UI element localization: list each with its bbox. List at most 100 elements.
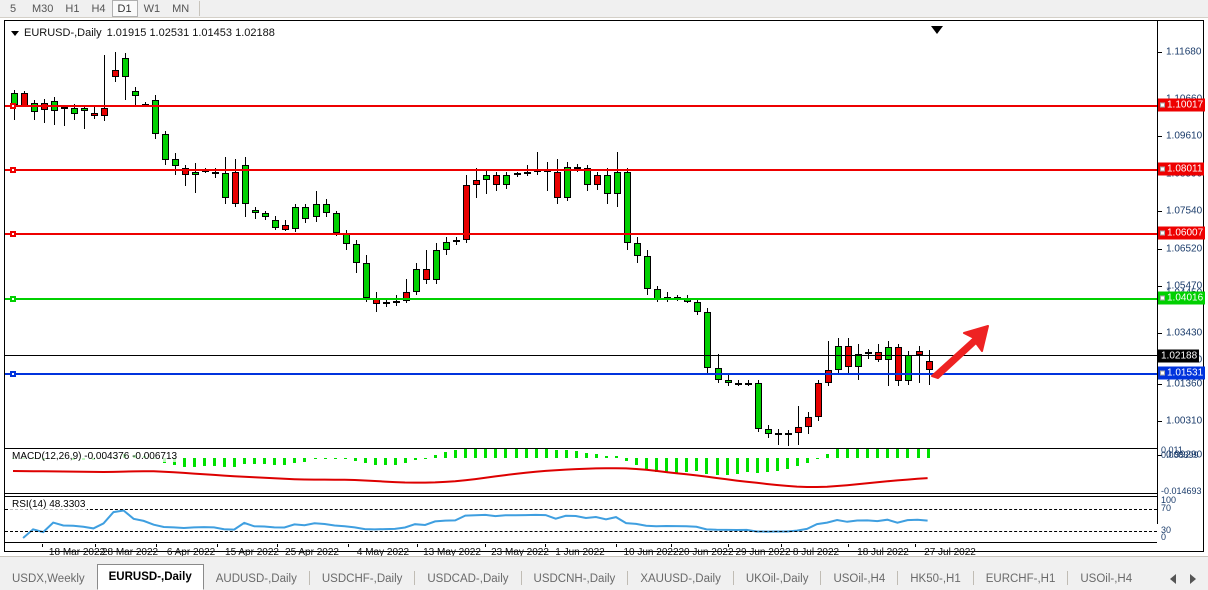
triangle-left-icon[interactable] xyxy=(1170,574,1176,584)
chart-tab-audusd-daily[interactable]: AUDUSD-,Daily xyxy=(215,572,297,585)
level-handle[interactable] xyxy=(10,103,16,109)
price-label-1.08011[interactable]: 1.08011 xyxy=(1158,162,1205,176)
macd-histogram-bar xyxy=(635,458,639,465)
price-pane[interactable] xyxy=(5,21,1157,446)
macd-histogram-bar xyxy=(393,458,397,465)
candle-body xyxy=(593,174,601,185)
candle-body xyxy=(624,171,632,244)
rsi-scale-label: 70 xyxy=(1161,503,1172,513)
price-label-1.02188[interactable]: 1.02188 xyxy=(1158,349,1200,363)
price-label-1.04016[interactable]: 1.04016 xyxy=(1158,291,1206,305)
level-line-support-blue[interactable] xyxy=(5,371,1157,377)
timeframe-button-d1[interactable]: D1 xyxy=(111,0,138,17)
timeframe-button-h4[interactable]: H4 xyxy=(91,2,106,15)
macd-histogram-bar xyxy=(293,458,297,463)
macd-histogram-bar xyxy=(263,458,267,465)
candle xyxy=(312,21,320,446)
candle xyxy=(101,21,109,446)
price-label-1.06007[interactable]: 1.06007 xyxy=(1158,226,1206,240)
time-tick-mark xyxy=(616,544,617,547)
timeframe-button-mn[interactable]: MN xyxy=(172,2,190,15)
price-label-nub xyxy=(1160,295,1165,301)
tab-separator xyxy=(820,571,822,585)
level-handle[interactable] xyxy=(10,231,16,237)
level-line-support-green[interactable] xyxy=(5,296,1157,302)
tabs-scroll-controls[interactable] xyxy=(1160,574,1208,590)
price-label-1.01531[interactable]: 1.01531 xyxy=(1158,366,1206,380)
rsi-label: RSI(14) 48.3303 xyxy=(10,499,88,510)
macd-histogram-bar xyxy=(554,449,558,458)
candle-wick xyxy=(184,165,186,187)
chart-tab-usdchf-daily[interactable]: USDCHF-,Daily xyxy=(321,572,403,585)
up-arrow-annotation-icon[interactable] xyxy=(930,324,990,379)
macd-histogram-bar xyxy=(213,458,216,466)
level-handle[interactable] xyxy=(10,371,16,377)
candle-wick xyxy=(405,279,407,304)
candle xyxy=(925,21,933,446)
macd-histogram-bar xyxy=(333,458,337,459)
chart-tab-hk50-h1[interactable]: HK50-,H1 xyxy=(910,572,961,585)
chart-tab-usdcnh-daily[interactable]: USDCNH-,Daily xyxy=(533,572,616,585)
chart-tab-usdx-weekly[interactable]: USDX,Weekly xyxy=(12,572,85,585)
chart-tab-usdcad-daily[interactable]: USDCAD-,Daily xyxy=(427,572,509,585)
timeframe-button-5[interactable]: 5 xyxy=(9,2,17,15)
level-handle[interactable] xyxy=(10,167,16,173)
macd-histogram-bar xyxy=(233,458,237,467)
candle-body xyxy=(493,174,501,185)
macd-histogram-bar xyxy=(444,451,448,458)
macd-histogram-bar xyxy=(253,458,257,465)
price-label-nub xyxy=(1160,230,1165,236)
chart-tabs-bar[interactable]: USDX,Weekly EURUSD-,Daily AUDUSD-,Daily USD… xyxy=(0,556,1208,590)
time-tick-label: 15 Apr 2022 xyxy=(225,547,279,558)
candle-body xyxy=(804,417,812,428)
chart-tab-eurusd-daily[interactable]: EURUSD-,Daily xyxy=(96,564,204,590)
price-scale[interactable]: 1.116801.106601.096101.085901.075401.065… xyxy=(1158,21,1206,524)
macd-histogram-bar xyxy=(182,458,186,467)
timeframe-button-w1[interactable]: W1 xyxy=(143,2,161,15)
chart-tab-eurchf-h1[interactable]: EURCHF-,H1 xyxy=(985,572,1056,585)
macd-histogram-bar xyxy=(243,458,247,464)
macd-histogram-bar xyxy=(785,458,789,470)
chart-tab-xauusd-daily[interactable]: XAUUSD-,Daily xyxy=(640,572,721,585)
candle-body xyxy=(212,172,219,175)
price-label-1.10017[interactable]: 1.10017 xyxy=(1158,98,1206,112)
timeframe-button-h1[interactable]: H1 xyxy=(65,2,80,15)
price-tick-mark xyxy=(1158,249,1162,250)
candle-body xyxy=(865,352,873,355)
chart-tab-ukoil-daily[interactable]: UKOil-,Daily xyxy=(745,572,809,585)
candle-body xyxy=(242,165,250,204)
candle-body xyxy=(734,383,742,386)
candle-body xyxy=(573,166,581,169)
chart-tab-usoil-h4[interactable]: USOil-,H4 xyxy=(1080,572,1133,585)
candle xyxy=(614,21,621,446)
timeframe-button-m30[interactable]: M30 xyxy=(32,2,54,15)
candle xyxy=(634,21,642,446)
candle-body xyxy=(815,383,822,418)
triangle-right-icon[interactable] xyxy=(1190,574,1196,584)
candle-wick xyxy=(64,105,66,127)
candle xyxy=(694,21,702,446)
candle-body xyxy=(895,347,903,382)
candle-body xyxy=(131,91,139,97)
time-tick-mark xyxy=(545,544,546,547)
timeframe-toolbar[interactable]: 5 M30 H1 H4 D1 W1 MN xyxy=(0,0,1208,18)
candle-wick xyxy=(54,96,56,125)
level-line-resistance-1[interactable] xyxy=(5,103,1157,109)
level-handle[interactable] xyxy=(10,296,16,302)
level-line-resistance-3[interactable] xyxy=(5,231,1157,237)
candle xyxy=(171,21,179,446)
macd-histogram-bar xyxy=(504,449,508,458)
rsi-pane[interactable]: RSI(14) 48.3303 xyxy=(5,496,1157,543)
chart-area[interactable]: EURUSD-,Daily 1.01915 1.02531 1.01453 1.… xyxy=(0,18,1208,558)
chart-tabs-list[interactable]: USDX,Weekly EURUSD-,Daily AUDUSD-,Daily USD… xyxy=(0,556,1160,590)
candle-body xyxy=(855,353,863,367)
candle-body xyxy=(614,171,621,195)
level-line-resistance-2[interactable] xyxy=(5,167,1157,173)
tab-separator xyxy=(972,571,974,585)
toolbar-separator xyxy=(199,1,201,16)
chart-tab-usoil-h4[interactable]: USOil-,H4 xyxy=(833,572,886,585)
candle xyxy=(131,21,139,446)
chart-outline: EURUSD-,Daily 1.01915 1.02531 1.01453 1.… xyxy=(4,20,1206,558)
chevron-down-icon[interactable] xyxy=(11,30,19,36)
macd-pane[interactable]: MACD(12,26,9) -0.004376 -0.006713 xyxy=(5,448,1157,494)
